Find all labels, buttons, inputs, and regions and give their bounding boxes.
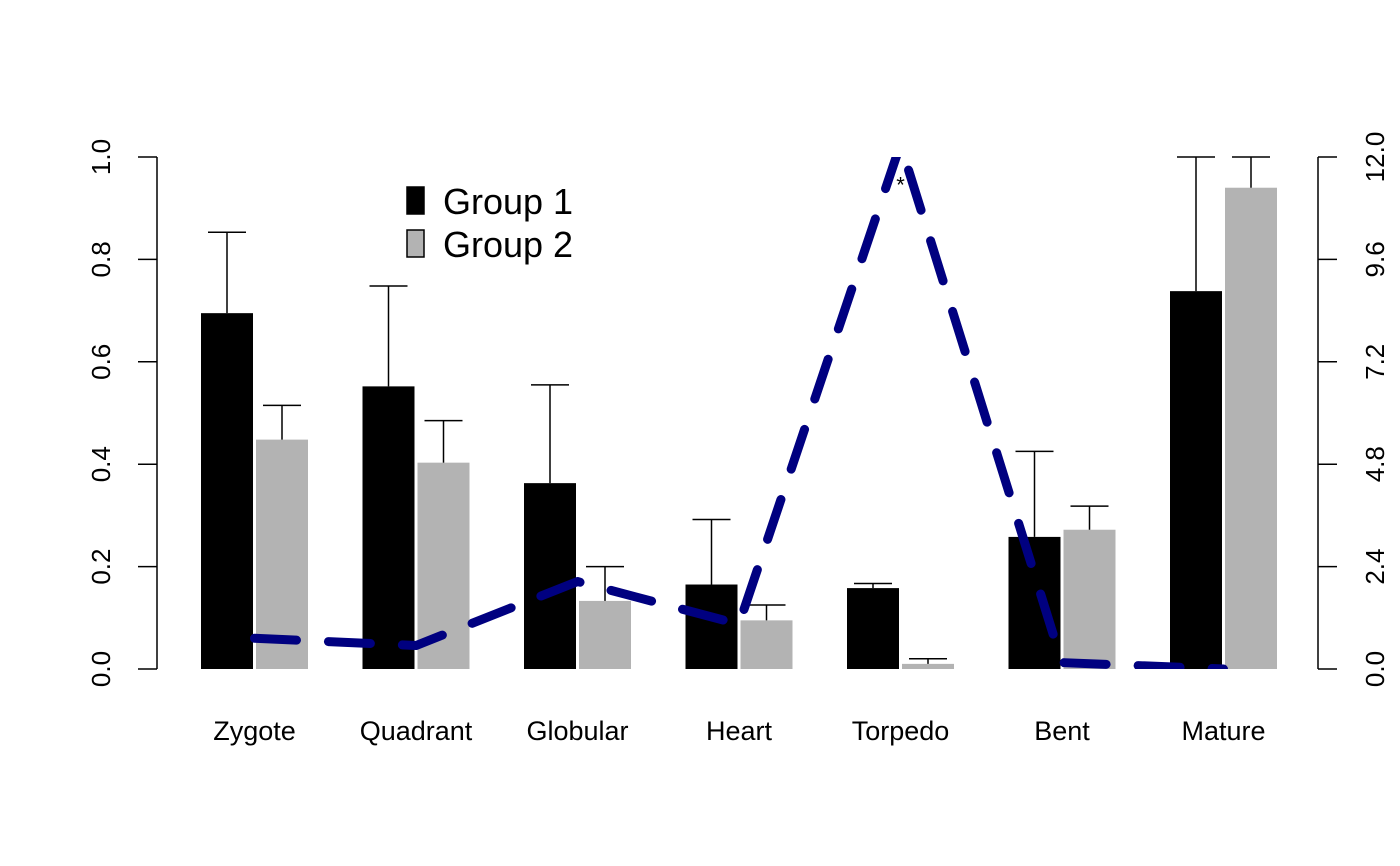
legend-swatch-2 — [406, 229, 425, 258]
legend-swatch-1 — [406, 186, 425, 215]
line-layer — [250, 157, 1228, 669]
right-tick-label: 2.4 — [1360, 549, 1390, 585]
legend-label-1: Group 1 — [443, 181, 573, 222]
annotation-asterisk: * — [896, 172, 905, 197]
bars-layer — [201, 187, 1277, 669]
bar-2-zygote — [256, 439, 308, 669]
bar-1-quadrant — [362, 386, 415, 669]
bar-1-bent — [1008, 536, 1061, 669]
right-tick-label: 0.0 — [1360, 651, 1390, 687]
bar-1-globular — [524, 483, 576, 669]
category-label-globular: Globular — [526, 716, 628, 746]
bar-2-mature — [1225, 187, 1277, 669]
bar-2-globular — [579, 600, 631, 669]
category-label-mature: Mature — [1181, 716, 1265, 746]
right-tick-label: 4.8 — [1360, 446, 1390, 482]
line-series — [250, 157, 1228, 669]
right-tick-label: 12.0 — [1360, 132, 1390, 183]
error-bars-layer — [208, 156, 1270, 664]
bar-1-mature — [1170, 291, 1222, 669]
axis-layer: Zygote Quadrant Globular Heart Torpedo Bent Ma… — [86, 132, 1390, 746]
category-label-heart: Heart — [706, 716, 773, 746]
left-tick-label: 0.8 — [86, 241, 116, 277]
left-tick-label: 0.6 — [86, 344, 116, 380]
category-label-zygote: Zygote — [213, 716, 296, 746]
category-label-bent: Bent — [1034, 716, 1090, 746]
bar-1-zygote — [201, 313, 253, 669]
left-tick-label: 0.4 — [86, 446, 116, 482]
category-label-torpedo: Torpedo — [852, 716, 950, 746]
bar-2-torpedo — [902, 663, 954, 669]
category-label-quadrant: Quadrant — [360, 716, 473, 746]
left-tick-label: 0.0 — [86, 651, 116, 687]
bar-2-heart — [740, 620, 793, 669]
bar-1-heart — [685, 584, 738, 669]
left-tick-label: 0.2 — [86, 549, 116, 585]
right-tick-label: 7.2 — [1360, 344, 1390, 380]
right-tick-label: 9.6 — [1360, 241, 1390, 277]
left-tick-label: 1.0 — [86, 139, 116, 175]
annotations-layer: * — [896, 172, 905, 197]
legend-label-2: Group 2 — [443, 224, 573, 265]
bar-2-bent — [1063, 529, 1116, 669]
bar-1-torpedo — [847, 588, 899, 669]
